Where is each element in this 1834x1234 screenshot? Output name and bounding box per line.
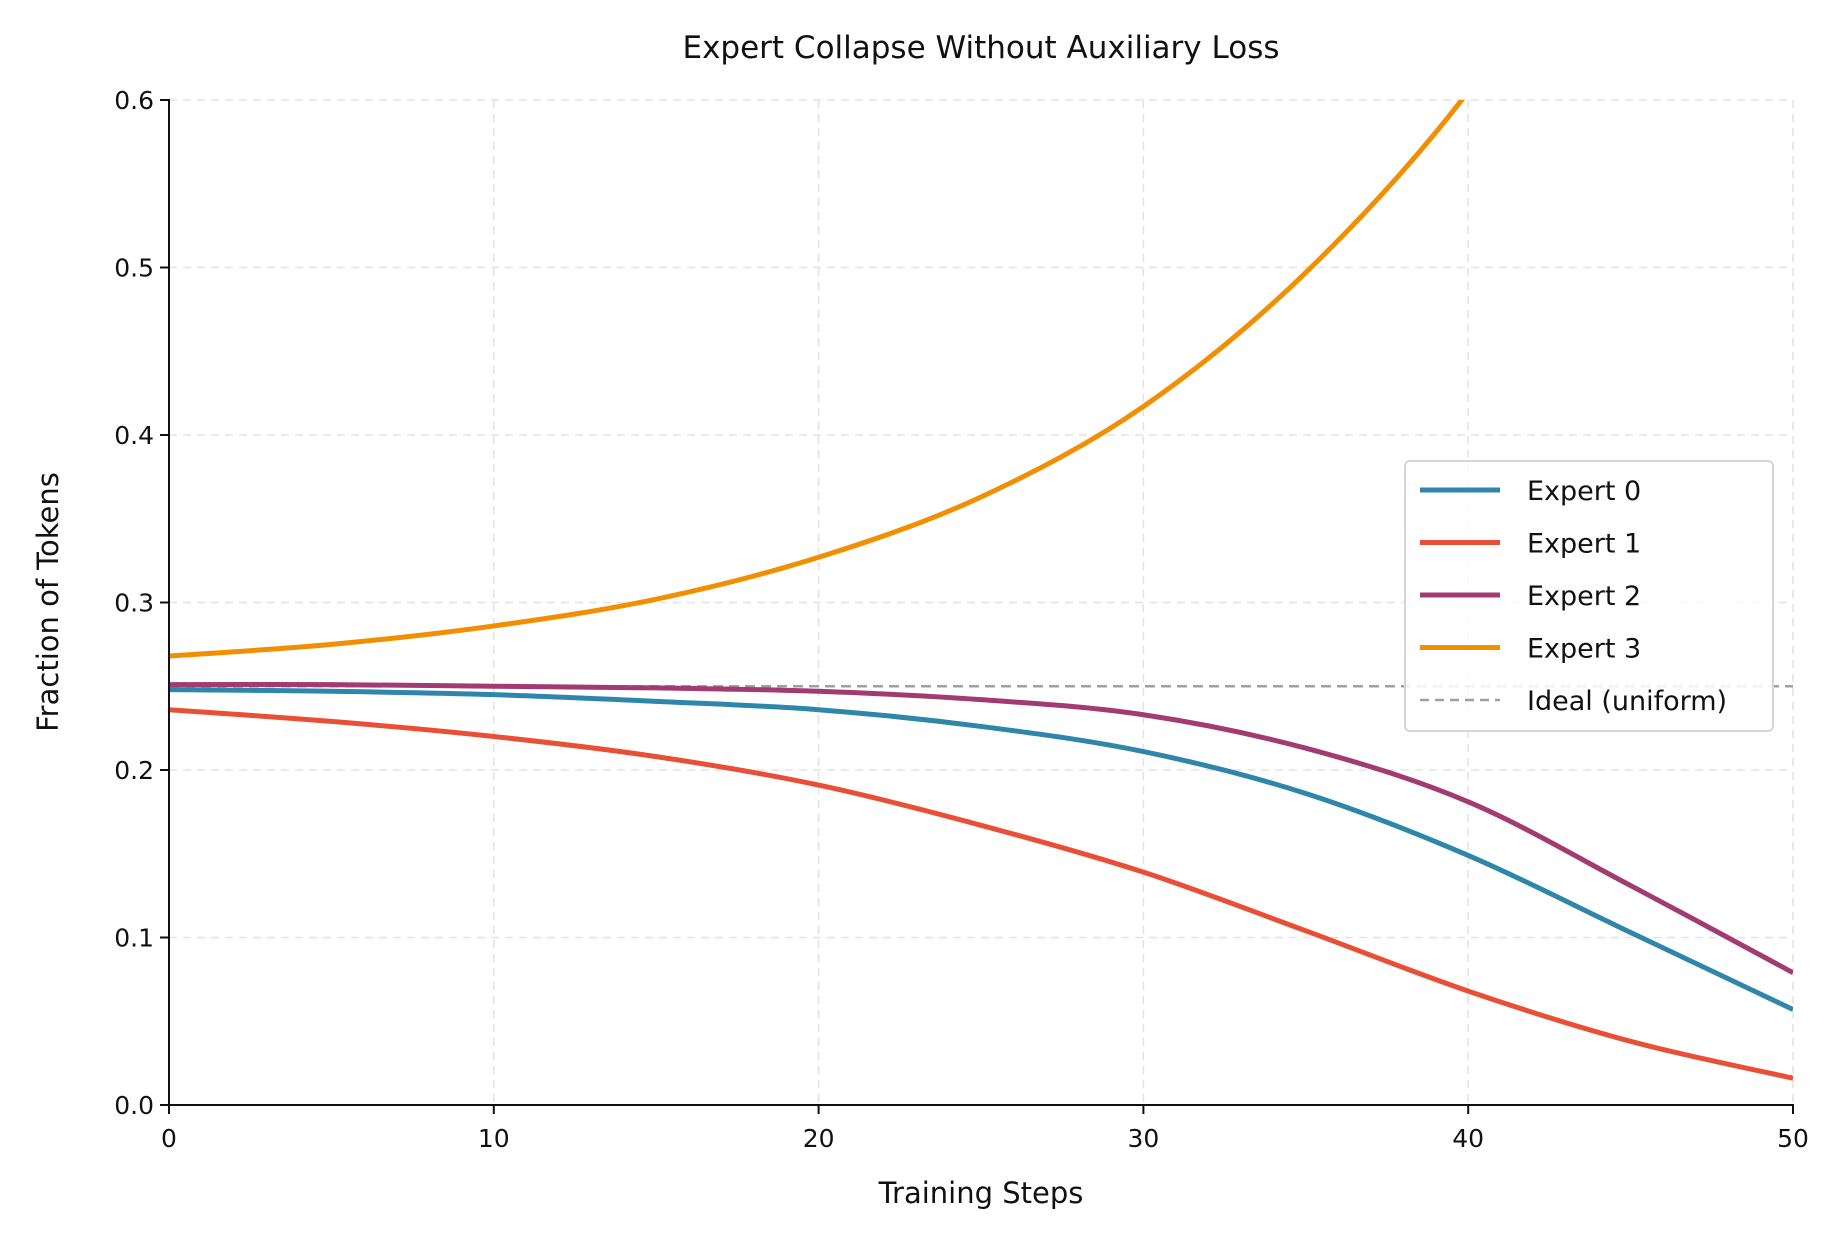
y-tick-label: 0.1 [114, 924, 154, 953]
x-tick-label: 30 [1127, 1124, 1159, 1153]
y-tick-label: 0.6 [114, 86, 154, 115]
x-axis-label: Training Steps [878, 1176, 1084, 1210]
series-line-expert-1 [169, 707, 1793, 1081]
series-line-expert-2 [169, 681, 1793, 975]
series-line-expert-3 [169, 100, 1465, 659]
legend-label: Expert 3 [1527, 634, 1641, 665]
x-tick-label: 10 [478, 1124, 510, 1153]
series-line-expert-0 [169, 687, 1793, 1012]
x-tick-label: 20 [803, 1124, 835, 1153]
y-tick-label: 0.4 [114, 421, 154, 450]
legend: Expert 0 Expert 1 Expert 2 Expert 3 Ideal (u… [1404, 460, 1774, 732]
legend-label: Ideal (uniform) [1527, 686, 1727, 717]
y-tick-label: 0.0 [114, 1091, 154, 1120]
legend-label: Expert 0 [1527, 476, 1641, 507]
legend-label: Expert 2 [1527, 581, 1641, 612]
y-axis-label: Fraction of Tokens [31, 472, 65, 732]
x-tick-label: 0 [161, 1124, 177, 1153]
x-tick-label: 50 [1777, 1124, 1809, 1153]
y-tick-label: 0.5 [114, 254, 154, 283]
ticks: 0 10 20 30 40 50 0.0 0.1 0.2 0.3 0.4 0.5 0.6 [114, 86, 1809, 1153]
grid [169, 99, 1794, 1105]
y-tick-label: 0.3 [114, 589, 154, 618]
y-tick-label: 0.2 [114, 756, 154, 785]
legend-label: Expert 1 [1527, 529, 1641, 560]
chart-title: Expert Collapse Without Auxiliary Loss [682, 30, 1279, 66]
x-tick-label: 40 [1452, 1124, 1484, 1153]
